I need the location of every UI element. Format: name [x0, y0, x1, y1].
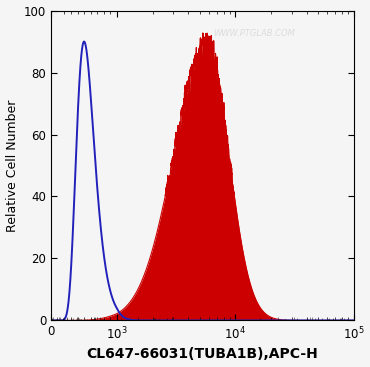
Y-axis label: Relative Cell Number: Relative Cell Number: [6, 99, 18, 232]
X-axis label: CL647-66031(TUBA1B),APC-H: CL647-66031(TUBA1B),APC-H: [87, 348, 318, 361]
Text: WWW.PTGLAB.COM: WWW.PTGLAB.COM: [213, 29, 295, 38]
